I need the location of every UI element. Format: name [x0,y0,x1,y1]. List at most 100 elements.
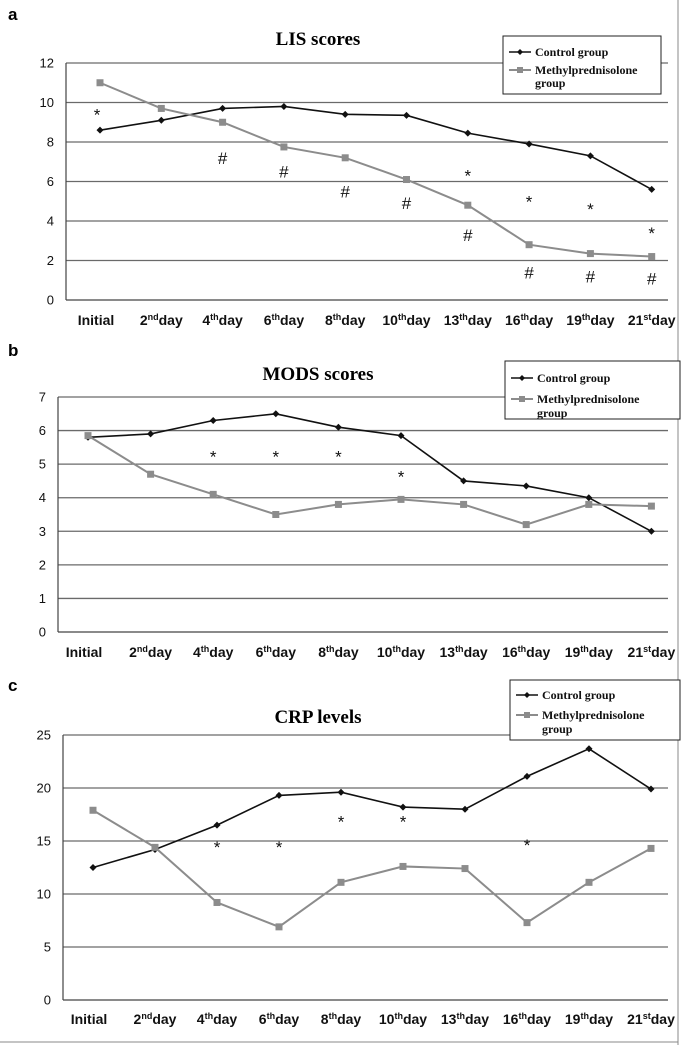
control-point [337,788,345,796]
control-point [585,745,593,753]
x-tick-label: 13thday [444,312,492,328]
methylprednisolone-point [525,241,533,249]
significance-star: * [276,838,283,857]
methylprednisolone-point [84,432,92,440]
methylprednisolone-point [209,490,217,498]
control-point [647,527,655,535]
x-tick-label: 13thday [439,644,487,660]
control-point [272,410,280,418]
y-tick-label: 10 [37,887,51,902]
methylprednisolone-point [89,806,97,814]
y-tick-label: 0 [47,293,54,308]
chart-title: LIS scores [276,29,361,50]
methylprednisolone-point [586,250,594,258]
x-tick-label: 6thday [264,312,305,328]
significance-hash: # [647,269,657,288]
y-tick-label: 12 [40,56,54,71]
x-tick-label: 10thday [382,312,430,328]
methylprednisolone-point [337,878,345,886]
x-tick-label: 2ndday [140,312,183,328]
x-tick-label: Initial [71,1011,108,1027]
y-tick-label: 6 [47,174,54,189]
methylprednisolone-point [157,104,165,112]
control-series-line [87,412,652,532]
significance-star: * [648,224,655,243]
methylprednisolone-point [647,844,655,852]
control-point [147,430,155,438]
control-point [213,821,221,829]
significance-star: * [398,468,405,487]
methylprednisolone-point [460,500,468,508]
x-tick-label: 19thday [565,644,613,660]
methylprednisolone-point [399,862,407,870]
x-tick-label: 21stday [627,1011,675,1027]
y-tick-label: 1 [39,591,46,606]
methylprednisolone-point [219,118,227,126]
y-tick-label: 5 [44,940,51,955]
y-tick-label: 4 [39,490,46,505]
methylprednisolone-point [461,865,469,873]
methylprednisolone-point [341,154,349,162]
x-tick-label: 21stday [628,644,676,660]
control-point [461,805,469,813]
control-point [89,864,97,871]
methylprednisolone-point [334,500,342,508]
x-tick-label: 6thday [259,1011,300,1027]
legend: Control group Methylprednisolone group [504,360,681,420]
x-tick-label: 8thday [318,644,359,660]
control-point [334,423,342,431]
x-tick-label: 8thday [321,1011,362,1027]
control-point [209,417,217,424]
x-tick-label: 16thday [505,312,553,328]
y-tick-label: 8 [47,135,54,150]
significance-hash: # [586,267,596,286]
significance-star: * [524,836,531,855]
control-point [460,477,468,485]
x-tick-label: 6thday [256,644,297,660]
significance-hash: # [218,149,228,168]
x-tick-label: Initial [78,312,115,328]
methylprednisolone-point [213,898,221,906]
legend-box [502,35,662,95]
methylprednisolone-series-line [87,434,652,526]
control-point [403,111,410,119]
control-point [647,785,655,793]
methylprednisolone-point [522,521,530,529]
control-point [96,126,104,134]
y-tick-label: 5 [39,457,46,472]
methylprednisolone-point [151,843,159,851]
legend-box [504,360,681,420]
panel-letter: b [8,341,18,360]
chart-title: CRP levels [274,707,361,728]
significance-star: * [587,200,594,219]
significance-star: * [214,838,221,857]
y-tick-label: 15 [37,834,51,849]
control-point [464,129,472,137]
control-point [219,104,227,112]
methylprednisolone-point [523,919,531,927]
x-tick-label: 19thday [565,1011,613,1027]
methylprednisolone-point [585,500,593,508]
legend-control-marker [517,49,523,55]
methylprednisolone-point [585,878,593,886]
control-point [397,432,405,440]
control-point [522,482,530,490]
methylprednisolone-series-line [99,81,652,258]
significance-star: * [526,192,533,211]
legend-methylprednisolone-marker [519,396,525,402]
significance-hash: # [340,182,350,201]
methylprednisolone-point [96,79,104,87]
methylprednisolone-point [147,470,155,478]
methylprednisolone-point [403,176,410,184]
significance-hash: # [524,263,534,282]
control-point [585,494,593,502]
y-tick-label: 7 [39,390,46,405]
control-point [586,152,594,160]
x-tick-label: 4thday [202,312,243,328]
methylprednisolone-point [272,511,280,518]
x-tick-label: 10thday [377,644,425,660]
x-tick-label: 21stday [628,312,676,328]
significance-star: * [464,167,471,186]
y-tick-label: 2 [47,253,54,268]
